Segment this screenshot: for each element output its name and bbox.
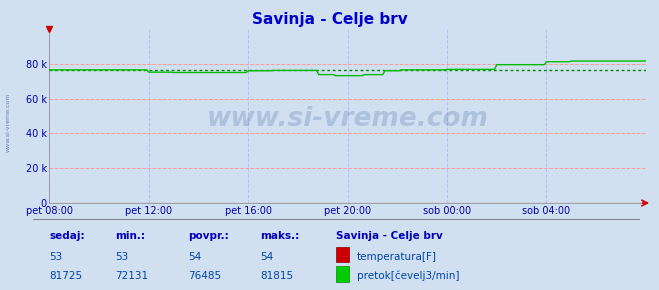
Text: pretok[čevelj3/min]: pretok[čevelj3/min]: [357, 271, 460, 281]
Text: Savinja - Celje brv: Savinja - Celje brv: [336, 231, 443, 241]
Text: 54: 54: [260, 251, 273, 262]
Text: 72131: 72131: [115, 271, 148, 281]
Text: Savinja - Celje brv: Savinja - Celje brv: [252, 12, 407, 27]
Text: 53: 53: [49, 251, 63, 262]
Text: www.si-vreme.com: www.si-vreme.com: [5, 92, 11, 152]
Text: 81725: 81725: [49, 271, 82, 281]
Text: maks.:: maks.:: [260, 231, 300, 241]
Text: 81815: 81815: [260, 271, 293, 281]
Text: povpr.:: povpr.:: [188, 231, 229, 241]
Text: sedaj:: sedaj:: [49, 231, 85, 241]
Text: www.si-vreme.com: www.si-vreme.com: [207, 106, 488, 133]
Text: temperatura[F]: temperatura[F]: [357, 251, 437, 262]
Text: 53: 53: [115, 251, 129, 262]
Text: 76485: 76485: [188, 271, 221, 281]
Text: min.:: min.:: [115, 231, 146, 241]
Text: 54: 54: [188, 251, 201, 262]
